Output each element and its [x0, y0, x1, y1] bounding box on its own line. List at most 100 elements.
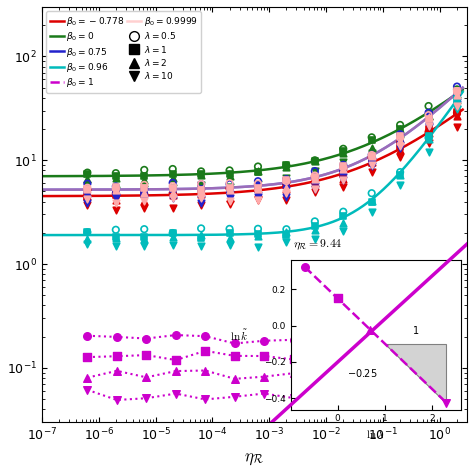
Point — [283, 164, 290, 171]
Point — [254, 225, 262, 233]
Point — [197, 189, 205, 197]
Point — [169, 194, 176, 201]
Point — [226, 179, 233, 187]
Point — [339, 165, 347, 173]
Point — [197, 201, 205, 209]
Point — [453, 88, 461, 95]
Point — [83, 201, 91, 209]
Point — [254, 168, 262, 176]
Point — [254, 186, 262, 193]
Point — [283, 189, 290, 196]
Point — [254, 180, 262, 187]
Point — [396, 145, 404, 152]
Point — [368, 159, 375, 166]
Point — [83, 180, 91, 188]
Point — [425, 122, 432, 129]
Point — [283, 226, 290, 233]
Point — [197, 225, 205, 232]
Point — [197, 168, 205, 175]
Point — [83, 189, 91, 197]
Point — [396, 125, 404, 132]
Point — [396, 130, 404, 138]
Point — [396, 182, 404, 189]
Point — [339, 175, 347, 182]
Point — [231, 352, 238, 360]
Point — [368, 134, 375, 141]
Point — [254, 180, 262, 188]
Point — [140, 233, 148, 241]
Point — [83, 199, 91, 207]
Point — [453, 91, 461, 99]
Point — [396, 134, 404, 141]
Point — [226, 173, 233, 180]
Point — [396, 136, 404, 143]
Point — [349, 334, 356, 342]
Legend: $\beta_0 = -0.778$, $\beta_0 = 0$, $\beta_0 = 0.75$, $\beta_0 = 0.96$, $\beta_0 : $\beta_0 = -0.778$, $\beta_0 = 0$, $\bet… — [46, 11, 201, 93]
Point — [201, 396, 209, 403]
Point — [319, 341, 327, 348]
Point — [83, 175, 91, 183]
Point — [254, 184, 262, 191]
Point — [283, 161, 290, 169]
Point — [453, 123, 461, 131]
Point — [83, 228, 91, 236]
Point — [368, 168, 375, 176]
Point — [226, 234, 233, 241]
Point — [83, 184, 91, 191]
Point — [140, 190, 148, 197]
Point — [197, 185, 205, 192]
Point — [112, 187, 119, 195]
Point — [396, 139, 404, 146]
Point — [349, 375, 356, 383]
Point — [169, 190, 176, 198]
Point — [226, 201, 233, 208]
Point — [311, 218, 319, 225]
Point — [368, 152, 375, 159]
Point — [169, 229, 176, 237]
Point — [368, 153, 375, 160]
Point — [112, 226, 119, 234]
Point — [311, 178, 319, 185]
Point — [83, 228, 91, 236]
Point — [339, 171, 347, 178]
Point — [339, 176, 347, 184]
Point — [197, 186, 205, 194]
Point — [140, 190, 148, 198]
Point — [290, 369, 297, 377]
Point — [143, 394, 150, 402]
Point — [226, 241, 233, 249]
Point — [396, 132, 404, 140]
Point — [83, 374, 91, 382]
Point — [453, 86, 461, 93]
Point — [169, 179, 176, 187]
Point — [396, 146, 404, 154]
Point — [112, 196, 119, 204]
Point — [254, 167, 262, 175]
Point — [226, 185, 233, 192]
Point — [378, 355, 386, 362]
Point — [311, 185, 319, 193]
Point — [112, 191, 119, 199]
Point — [319, 367, 327, 374]
Point — [283, 184, 290, 191]
Point — [83, 196, 91, 203]
Point — [112, 234, 119, 241]
Point — [260, 337, 268, 345]
Point — [368, 149, 375, 157]
Point — [143, 374, 150, 381]
Point — [425, 134, 432, 142]
Point — [112, 185, 119, 192]
Point — [339, 145, 347, 153]
Point — [169, 233, 176, 241]
Point — [339, 219, 347, 227]
Point — [169, 185, 176, 193]
Point — [396, 137, 404, 145]
Point — [339, 183, 347, 191]
Point — [226, 167, 233, 174]
Point — [453, 91, 461, 99]
Point — [425, 111, 432, 119]
Point — [283, 228, 290, 236]
Point — [112, 187, 119, 195]
Point — [254, 193, 262, 201]
Point — [83, 192, 91, 200]
